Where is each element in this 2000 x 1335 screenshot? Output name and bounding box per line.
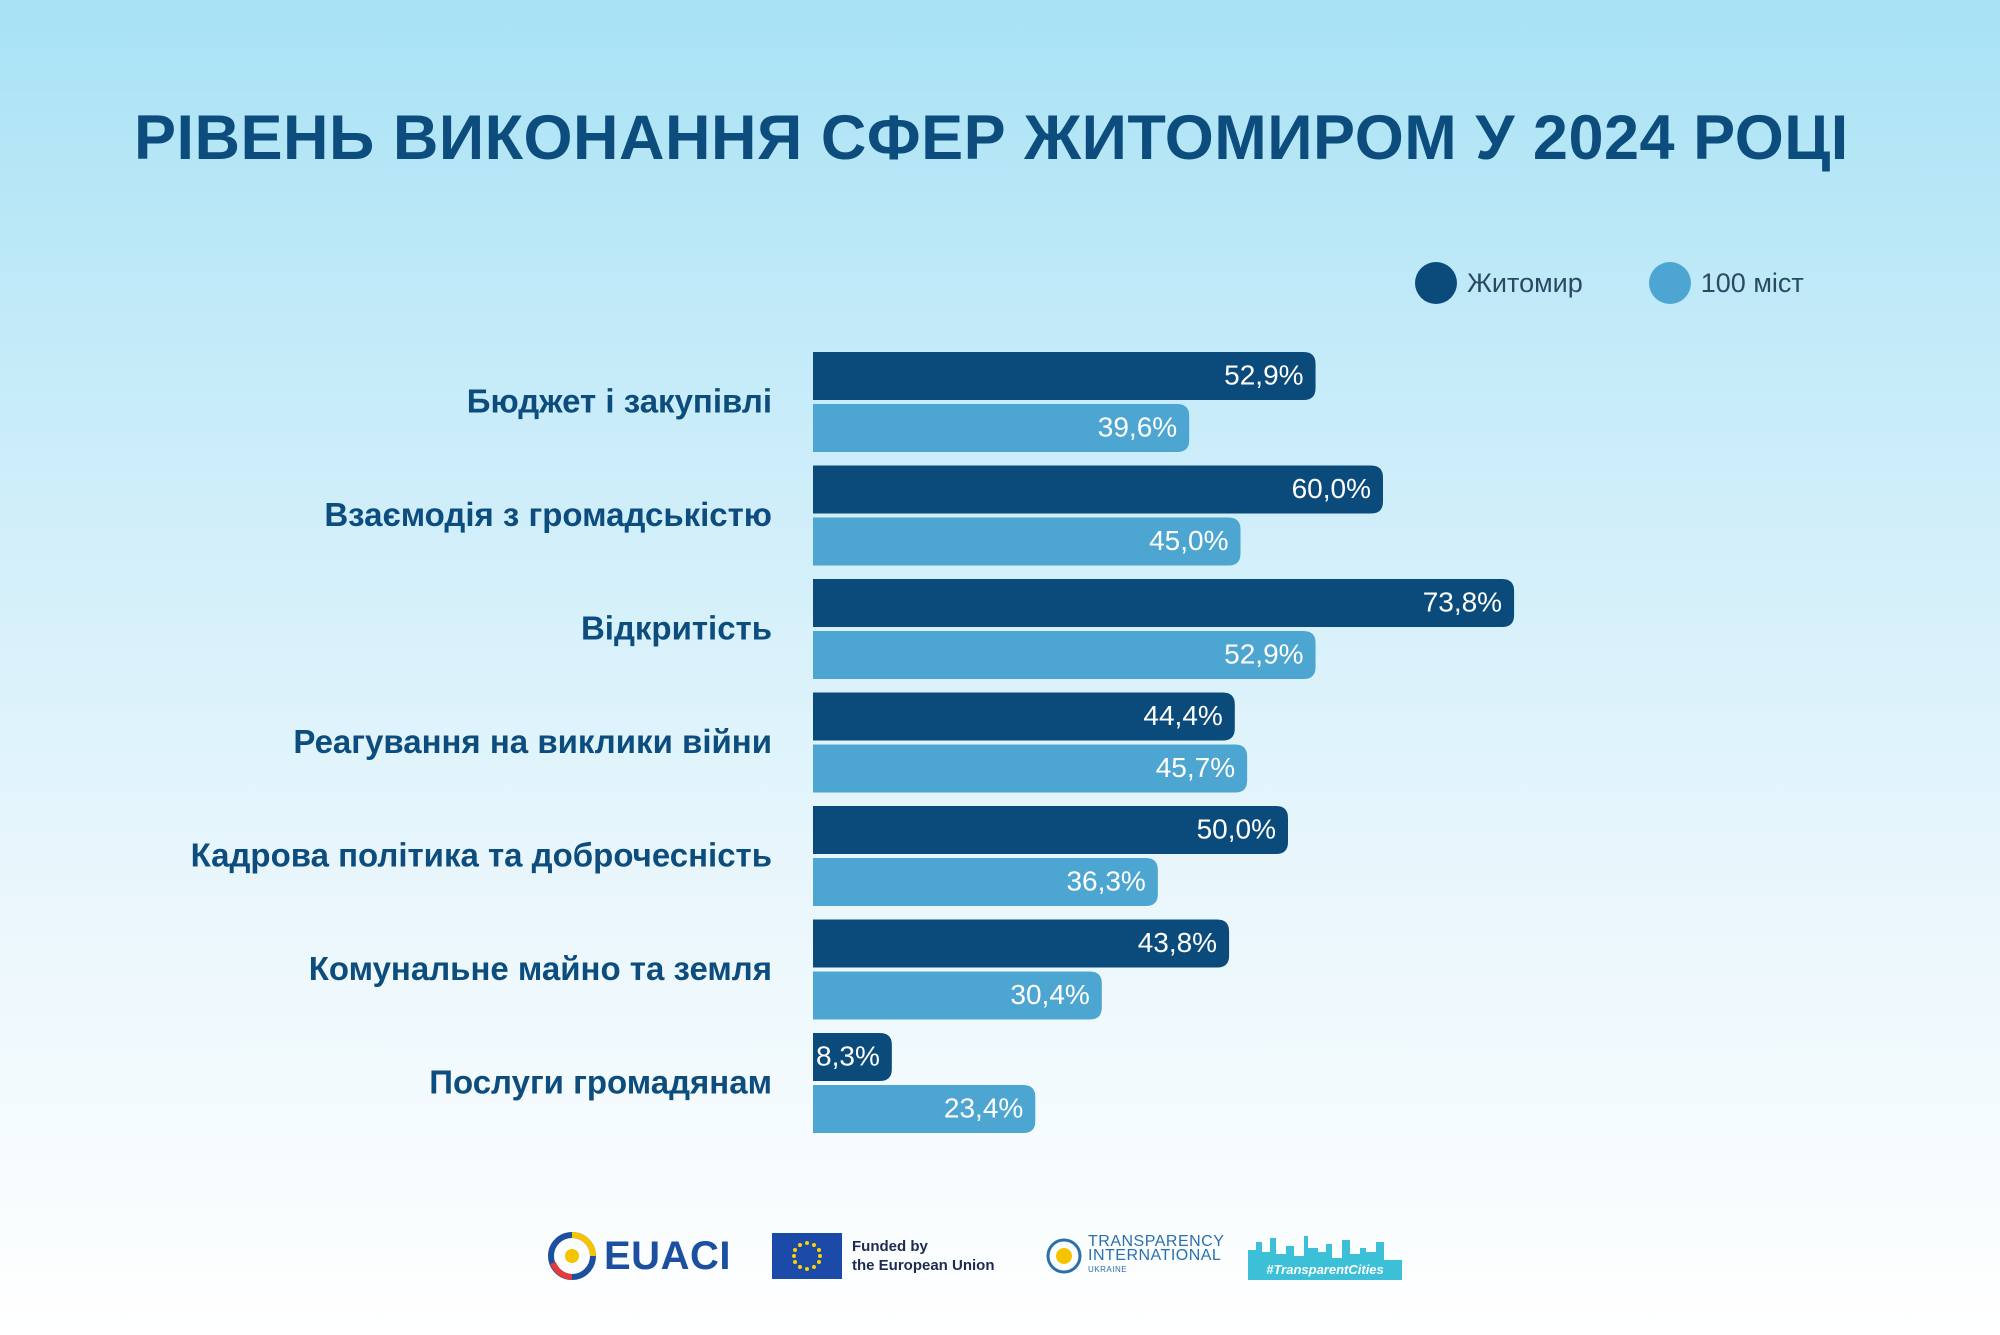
bar-value-label: 45,0%	[1149, 525, 1228, 556]
legend-swatch-100-cities	[1648, 262, 1691, 304]
bar-zhytomyr	[813, 692, 1235, 741]
euaci-logo: EUACI	[548, 1228, 731, 1284]
legend-item-zhytomyr: Житомир	[1415, 262, 1583, 304]
page-title: РІВЕНЬ ВИКОНАННЯ СФЕР ЖИТОМИРОМ У 2024 Р…	[134, 103, 1849, 173]
bar-zhytomyr	[813, 919, 1230, 968]
transparent-cities-badge: #TransparentCities	[1248, 1232, 1402, 1280]
bar-value-label: 8,3%	[816, 1040, 880, 1071]
legend: Житомир 100 міст	[1415, 260, 1870, 306]
bar-zhytomyr	[813, 806, 1288, 854]
ti-text: TRANSPARENCY INTERNATIONAL UKRAINE	[1088, 1233, 1225, 1277]
category-label: Послуги громадянам	[429, 1064, 772, 1101]
bar-zhytomyr	[813, 579, 1515, 627]
ti-line1: TRANSPARENCY	[1088, 1233, 1225, 1250]
bar-100-cities	[813, 1085, 1036, 1133]
bar-value-label: 39,6%	[1098, 411, 1177, 442]
bar-value-label: 50,0%	[1197, 813, 1276, 844]
bar-100-cities	[813, 517, 1241, 566]
category-label: Взаємодія з громадськістю	[324, 496, 772, 533]
legend-swatch-zhytomyr	[1415, 262, 1457, 304]
footer-logos: EUACI Funded by the European Union TRANS…	[0, 1228, 2000, 1284]
eu-funded-logo: Funded by the European Union	[772, 1228, 995, 1284]
bar-100-cities	[813, 744, 1248, 793]
bar-zhytomyr	[813, 352, 1316, 400]
category-label: Комунальне майно та земля	[309, 950, 772, 987]
ti-line3: UKRAINE	[1088, 1265, 1128, 1274]
bar-100-cities	[813, 971, 1102, 1020]
euaci-wordmark: EUACI	[604, 1233, 731, 1278]
bar-value-label: 44,4%	[1143, 700, 1222, 731]
eu-funded-line1: Funded by	[852, 1238, 928, 1255]
bar-value-label: 52,9%	[1224, 638, 1303, 669]
transparency-international-logo: TRANSPARENCY INTERNATIONAL UKRAINE	[1046, 1228, 1224, 1284]
bar-value-label: 45,7%	[1156, 752, 1235, 783]
category-label: Відкритість	[581, 610, 772, 647]
bar-zhytomyr	[813, 1033, 892, 1081]
category-label: Реагування на виклики війни	[293, 723, 772, 760]
category-label: Бюджет і закупівлі	[467, 383, 772, 420]
legend-item-100-cities: 100 міст	[1648, 262, 1804, 304]
legend-label-100-cities: 100 міст	[1700, 267, 1804, 298]
bar-value-label: 23,4%	[944, 1092, 1023, 1123]
eu-funded-line2: the European Union	[852, 1257, 995, 1274]
bar-value-label: 73,8%	[1423, 586, 1502, 617]
bar-100-cities	[813, 631, 1316, 679]
euaci-emblem-icon	[548, 1232, 596, 1280]
bar-value-label: 30,4%	[1010, 979, 1089, 1010]
eu-flag-icon	[772, 1233, 842, 1279]
transparent-cities-logo: #TransparentCities	[1248, 1228, 1402, 1284]
legend-label-zhytomyr: Житомир	[1467, 267, 1583, 298]
city-skyline-icon	[1248, 1236, 1384, 1262]
bar-100-cities	[813, 858, 1158, 906]
transparent-cities-tag: #TransparentCities	[1248, 1260, 1402, 1280]
ti-line2: INTERNATIONAL	[1088, 1247, 1222, 1264]
category-label: Кадрова політика та доброчесність	[191, 837, 772, 874]
bar-value-label: 60,0%	[1292, 473, 1371, 504]
bar-value-label: 43,8%	[1138, 927, 1217, 958]
eu-funded-text: Funded by the European Union	[852, 1237, 995, 1275]
bar-zhytomyr	[813, 465, 1383, 514]
ti-emblem-icon	[1046, 1238, 1082, 1274]
bar-value-label: 52,9%	[1224, 359, 1303, 390]
bar-value-label: 36,3%	[1066, 865, 1145, 896]
bar-100-cities	[813, 404, 1190, 452]
